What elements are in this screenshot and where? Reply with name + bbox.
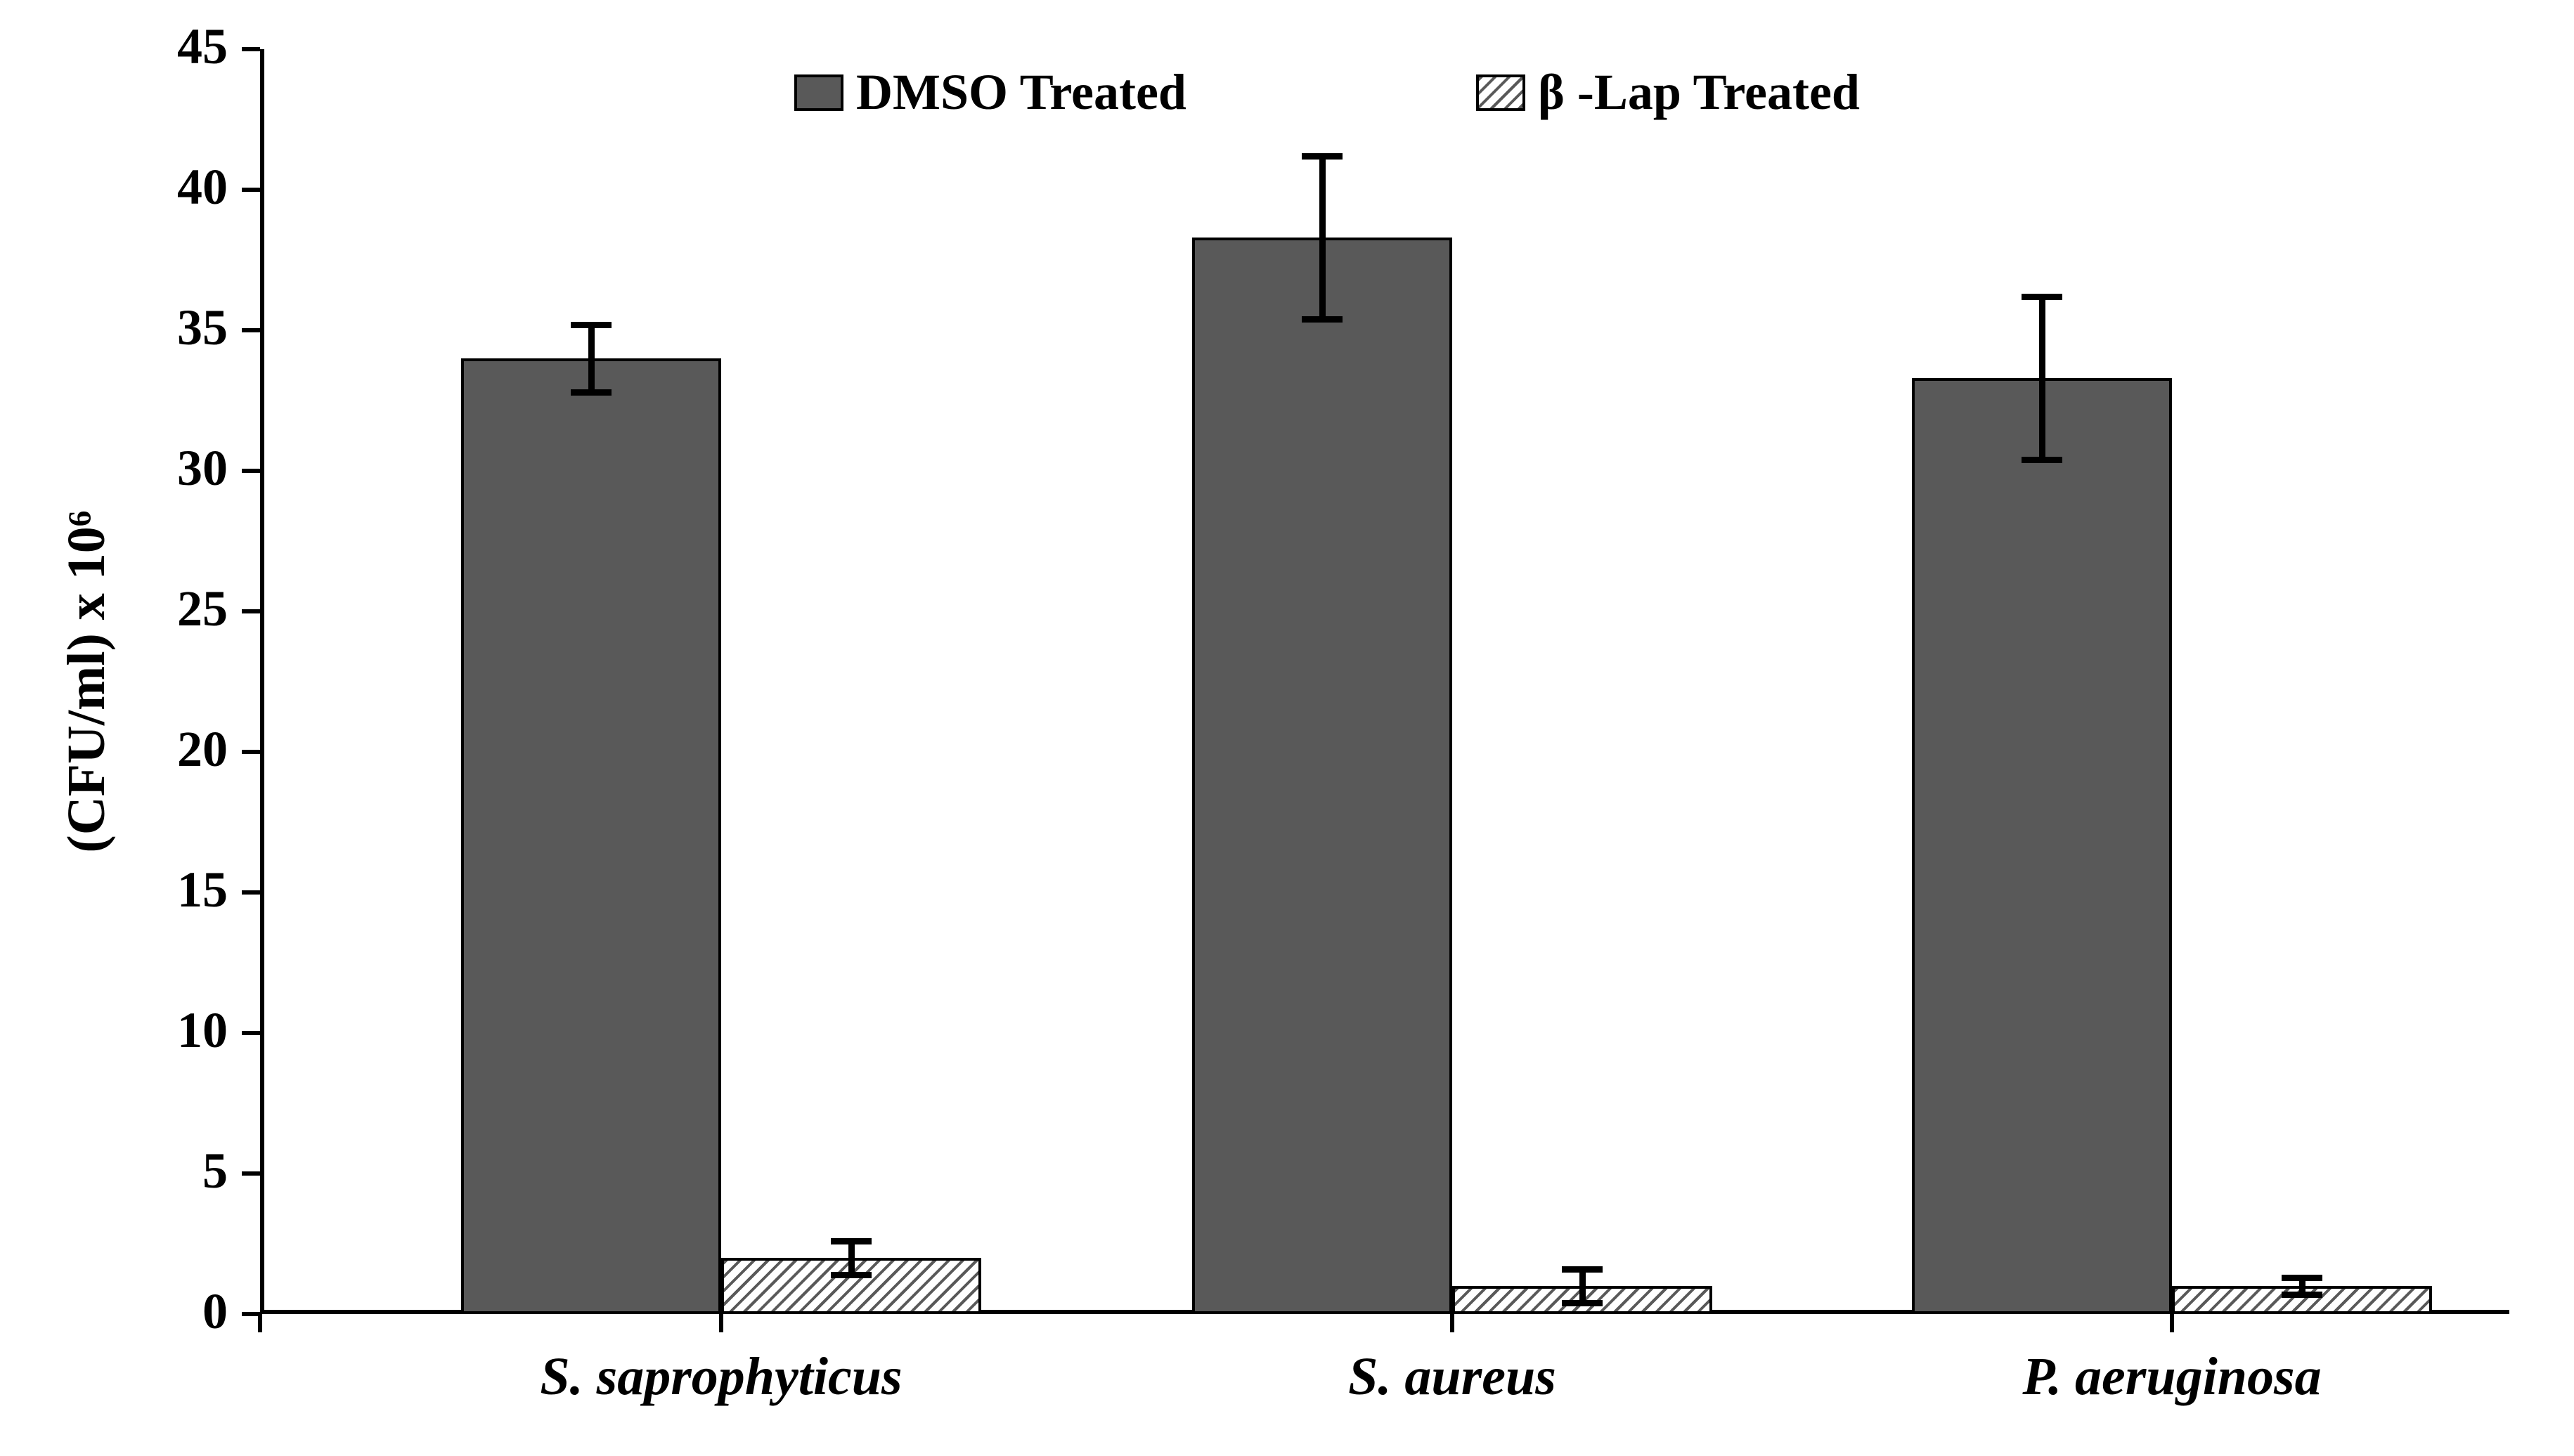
- error-bar-cap: [2282, 1292, 2322, 1298]
- error-bar-stem: [2039, 297, 2045, 460]
- y-tick: [242, 609, 260, 613]
- y-axis-title: (CFU/ml) x 10⁶: [56, 49, 117, 1314]
- error-bar-cap: [571, 389, 612, 396]
- y-tick-label: 30: [101, 439, 228, 498]
- category-label: S. aureus: [1080, 1346, 1825, 1408]
- y-tick-label: 25: [101, 580, 228, 638]
- y-tick: [242, 188, 260, 192]
- y-axis-line: [260, 49, 264, 1314]
- error-bar-cap: [1562, 1300, 1603, 1306]
- y-tick-label: 45: [101, 18, 228, 76]
- bar: [461, 358, 721, 1314]
- legend-label: DMSO Treated: [856, 63, 1186, 122]
- bar: [1192, 238, 1452, 1314]
- legend-swatch: [794, 74, 843, 111]
- category-label: P. aeruginosa: [1799, 1346, 2544, 1408]
- error-bar-cap: [831, 1272, 872, 1278]
- legend-swatch: [1476, 74, 1525, 111]
- legend-item: β -Lap Treated: [1476, 63, 1860, 122]
- error-bar-stem: [1319, 156, 1326, 319]
- y-tick: [242, 328, 260, 332]
- x-tick: [719, 1314, 723, 1332]
- category-label: S. saprophyticus: [349, 1346, 1094, 1408]
- error-bar-cap: [571, 322, 612, 328]
- error-bar-cap: [2022, 457, 2062, 463]
- error-bar-cap: [831, 1238, 872, 1244]
- y-tick-label: 15: [101, 861, 228, 919]
- y-tick-label: 5: [101, 1142, 228, 1200]
- error-bar-stem: [588, 325, 595, 392]
- error-bar-stem: [848, 1241, 855, 1275]
- error-bar-cap: [2022, 294, 2062, 300]
- error-bar-stem: [1579, 1269, 1586, 1303]
- legend-label: β -Lap Treated: [1538, 63, 1860, 122]
- legend-item: DMSO Treated: [794, 63, 1186, 122]
- error-bar-cap: [1302, 316, 1343, 323]
- x-tick: [258, 1314, 262, 1332]
- y-tick: [242, 750, 260, 754]
- y-tick-label: 20: [101, 720, 228, 779]
- y-tick: [242, 1171, 260, 1176]
- y-tick: [242, 469, 260, 473]
- x-tick: [2170, 1314, 2174, 1332]
- cfu-bar-chart: 0 5 10 15 20 25 30 35 40 45 S. saprophyticusS. aur…: [0, 0, 2574, 1456]
- x-tick: [1450, 1314, 1454, 1332]
- plot-area: 051015202530354045S. saprophyticusS. aur…: [260, 49, 2509, 1314]
- y-tick: [242, 890, 260, 895]
- error-bar-cap: [1562, 1266, 1603, 1273]
- y-tick-label: 40: [101, 158, 228, 216]
- bar: [1912, 378, 2172, 1314]
- y-tick-label: 0: [101, 1282, 228, 1341]
- y-tick: [242, 1031, 260, 1035]
- error-bar-cap: [2282, 1275, 2322, 1281]
- error-bar-cap: [1302, 153, 1343, 160]
- y-tick-label: 10: [101, 1001, 228, 1060]
- y-tick: [242, 47, 260, 51]
- y-tick-label: 35: [101, 299, 228, 357]
